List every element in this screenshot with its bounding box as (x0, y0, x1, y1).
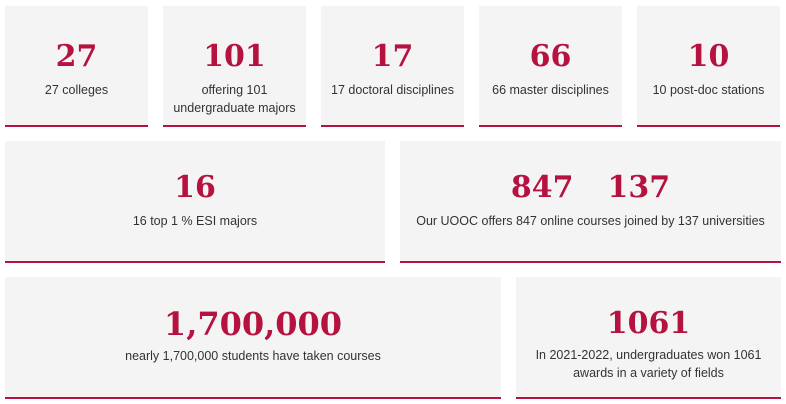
stat-card-undergraduate-majors: 101 offering 101 undergraduate majors (163, 6, 306, 127)
stat-card-esi: 16 16 top 1 % ESI majors (5, 141, 385, 263)
stat-card-master: 66 66 master disciplines (479, 6, 622, 127)
stat-label: nearly 1,700,000 students have taken cou… (125, 349, 381, 363)
stat-value: 1,700,000 (163, 305, 343, 343)
stat-label: Our UOOC offers 847 online courses joine… (416, 214, 765, 228)
stat-label: 16 top 1 % ESI majors (132, 214, 258, 228)
stat-value: 101 (203, 39, 266, 74)
stat-card-awards: 1061 In 2021-2022, undergraduates won 10… (516, 277, 781, 399)
stat-label-line1: In 2021-2022, undergraduates won 1061 (535, 348, 762, 362)
stat-value-universities: 137 (607, 170, 671, 205)
stat-value: 1061 (606, 306, 691, 341)
stat-value: 10 (687, 39, 730, 74)
stat-label: 10 post-doc stations (652, 83, 765, 97)
stat-label-line1: offering 101 (201, 83, 268, 97)
stat-card-uooc: 847 137 Our UOOC offers 847 online course… (400, 141, 781, 263)
stat-label: 17 doctoral disciplines (331, 83, 454, 97)
stat-value: 27 (55, 39, 98, 74)
stat-label: 66 master disciplines (492, 83, 609, 97)
stat-card-postdoc: 10 10 post-doc stations (637, 6, 780, 127)
stat-label-line2: undergraduate majors (173, 101, 296, 115)
stat-card-colleges: 27 27 colleges (5, 6, 148, 127)
stat-value-courses: 847 (510, 170, 574, 205)
stat-value: 16 (174, 170, 216, 205)
stat-value: 66 (529, 39, 572, 74)
stat-card-doctoral: 17 17 doctoral disciplines (321, 6, 464, 127)
stat-card-students: 1,700,000 nearly 1,700,000 students have… (5, 277, 501, 399)
stat-label-line2: awards in a variety of fields (573, 366, 724, 380)
stat-value-pair: 847 137 (400, 171, 781, 205)
stat-label: 27 colleges (44, 83, 109, 97)
stat-value: 17 (371, 39, 414, 74)
